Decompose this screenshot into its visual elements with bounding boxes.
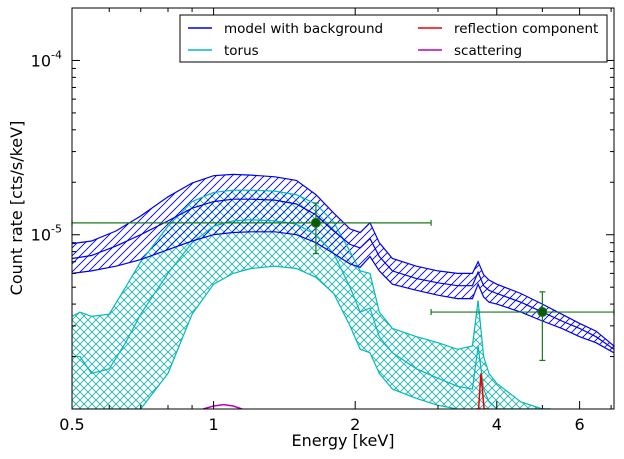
reflection-component-line — [475, 373, 488, 409]
x-tick-label: 0.5 — [59, 415, 84, 434]
data-point-2 — [537, 307, 548, 318]
y-tick-label: 10-5 — [31, 223, 62, 245]
legend-label: model with background — [224, 21, 383, 37]
data-point-1 — [310, 217, 321, 228]
plot-frame — [71, 7, 615, 410]
legend-label: reflection component — [454, 21, 598, 37]
tick-labels: 0.5 1 2 4 6 10-5 10-4 — [31, 48, 585, 434]
x-tick-label: 2 — [350, 415, 360, 434]
model-with-background-band — [72, 174, 614, 353]
torus-lower-line — [72, 265, 551, 409]
model-with-background-lower-line — [72, 231, 614, 354]
model-with-background-upper-line — [72, 173, 614, 347]
y-tick-label: 10-4 — [31, 48, 62, 70]
torus-band — [72, 190, 551, 409]
x-tick-label: 4 — [492, 415, 502, 434]
torus-upper-line — [72, 189, 551, 409]
axis-ticks — [71, 8, 614, 409]
x-tick-label: 6 — [575, 415, 585, 434]
x-tick-label: 1 — [209, 415, 219, 434]
model-bands — [72, 174, 614, 409]
torus-center-line — [72, 219, 551, 409]
model-with-background-center-line — [72, 198, 614, 350]
scattering-line — [202, 403, 243, 409]
legend: model with background reflection componen… — [179, 14, 608, 63]
model-lines — [72, 173, 614, 409]
legend-label: scattering — [454, 43, 522, 59]
legend-label: torus — [224, 43, 259, 59]
legend-box — [179, 14, 608, 63]
x-axis-label: Energy [keV] — [291, 431, 394, 450]
y-axis-label: Count rate [cts/s/keV] — [7, 121, 26, 296]
data-points — [71, 202, 615, 362]
